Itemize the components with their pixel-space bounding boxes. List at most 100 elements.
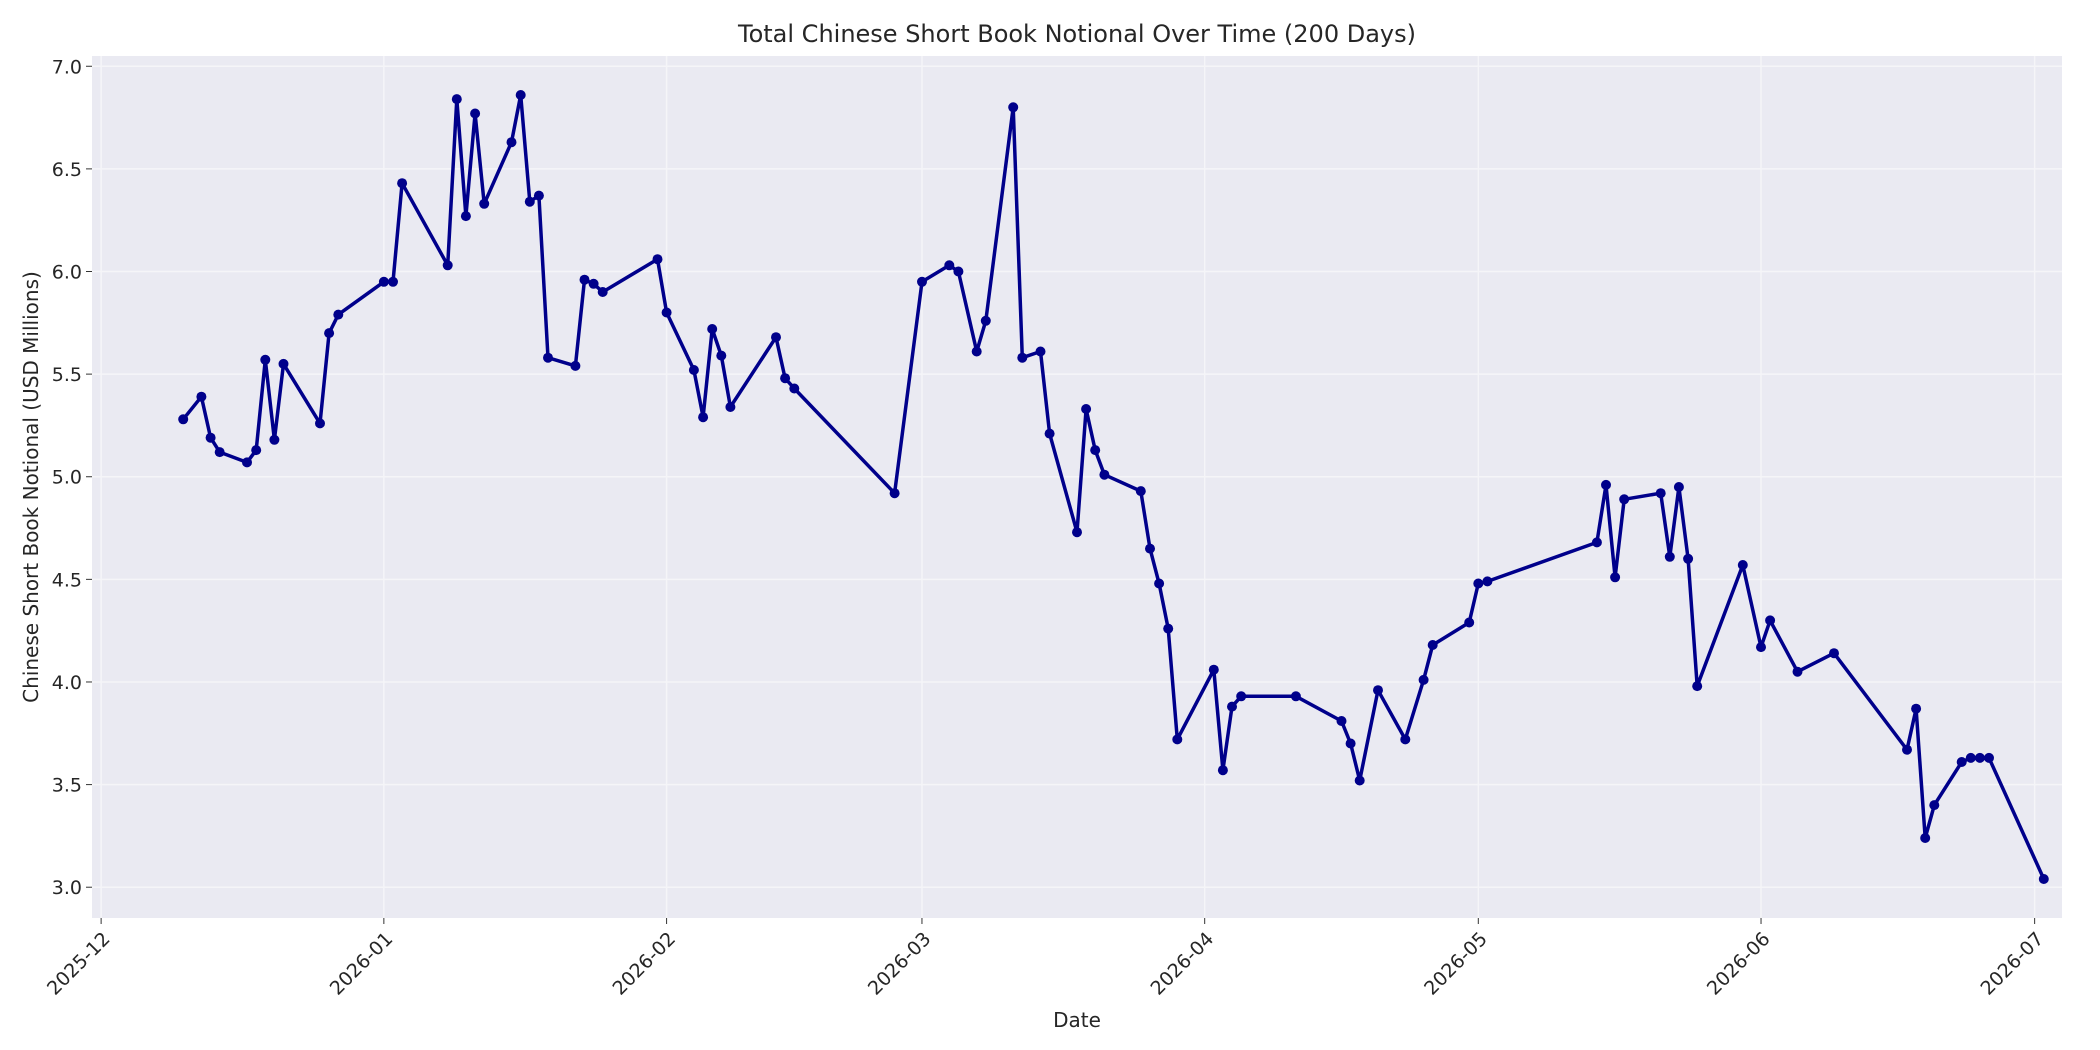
data-point xyxy=(716,350,727,361)
grid xyxy=(92,56,2062,918)
data-point xyxy=(1354,775,1365,786)
data-point xyxy=(1619,494,1630,505)
y-tick-label: 3.0 xyxy=(52,877,82,899)
data-point xyxy=(1673,482,1684,492)
data-point xyxy=(725,402,736,412)
data-point xyxy=(1236,691,1247,702)
data-point xyxy=(953,266,964,277)
data-point xyxy=(1035,346,1046,357)
data-point xyxy=(1208,664,1219,675)
data-point xyxy=(1418,674,1429,685)
y-tick-label: 4.0 xyxy=(52,672,82,694)
data-point xyxy=(1683,553,1694,564)
data-point xyxy=(1655,488,1666,499)
x-tick-label: 2026-04 xyxy=(1147,928,1219,1000)
data-point xyxy=(1099,469,1110,480)
data-point xyxy=(178,414,189,425)
data-point xyxy=(1008,102,1019,113)
data-point xyxy=(397,178,408,189)
data-point xyxy=(980,315,991,326)
data-point xyxy=(1601,479,1611,490)
x-axis: 2025-12 2026-01 2026-02 2026-03 2026-04 2026-… xyxy=(43,918,2048,1000)
data-point xyxy=(1984,752,1994,763)
data-point xyxy=(1692,681,1703,692)
x-axis-label: Date xyxy=(1053,1008,1101,1032)
data-point xyxy=(1829,648,1839,659)
series-markers xyxy=(178,90,2049,884)
data-point xyxy=(543,352,553,363)
data-point xyxy=(1090,445,1101,456)
data-point xyxy=(2038,874,2049,884)
y-axis: 3.0 3.5 4.0 4.5 5.0 5.5 6.0 6.5 7.0 xyxy=(52,56,92,899)
data-point xyxy=(1610,572,1621,583)
data-point xyxy=(470,108,481,119)
data-point xyxy=(205,432,216,443)
chart-title: Total Chinese Short Book Notional Over T… xyxy=(737,20,1416,48)
y-tick-label: 6.0 xyxy=(52,262,82,284)
x-tick-label: 2025-12 xyxy=(43,928,115,1000)
data-point xyxy=(1792,666,1803,677)
y-tick-label: 3.5 xyxy=(52,775,82,797)
data-point xyxy=(698,412,709,423)
data-point xyxy=(1017,352,1028,363)
data-point xyxy=(1473,578,1484,589)
data-point xyxy=(333,309,344,320)
data-point xyxy=(1072,527,1082,538)
data-point xyxy=(1217,765,1228,776)
x-tick-label: 2026-03 xyxy=(864,928,936,1000)
series-line xyxy=(181,93,2046,880)
data-point xyxy=(652,254,663,265)
data-point xyxy=(524,196,535,207)
x-tick-label: 2026-07 xyxy=(1976,928,2048,1000)
data-point xyxy=(917,276,927,287)
data-point xyxy=(260,354,271,365)
data-point xyxy=(1765,615,1776,626)
data-point xyxy=(506,137,517,148)
data-point xyxy=(196,391,207,402)
data-point xyxy=(688,365,699,375)
data-point xyxy=(1591,537,1602,548)
data-point xyxy=(1482,576,1493,587)
data-point xyxy=(1464,617,1475,628)
data-point xyxy=(251,445,262,456)
data-point xyxy=(315,418,325,429)
data-point xyxy=(388,276,398,287)
data-point xyxy=(588,278,599,289)
y-tick-label: 5.0 xyxy=(52,467,82,489)
data-point xyxy=(889,488,900,499)
data-point xyxy=(1227,701,1237,712)
data-point xyxy=(479,198,490,209)
data-point xyxy=(1902,744,1912,755)
data-point xyxy=(278,358,289,369)
data-point xyxy=(579,274,590,285)
x-tick-label: 2026-02 xyxy=(608,928,680,1000)
data-point xyxy=(1290,691,1301,702)
data-point xyxy=(1172,734,1183,745)
x-tick-label: 2026-06 xyxy=(1703,928,1775,1000)
y-tick-label: 4.5 xyxy=(52,569,82,591)
y-tick-label: 7.0 xyxy=(52,56,82,78)
data-point xyxy=(451,94,462,105)
data-point xyxy=(269,434,280,445)
data-point xyxy=(570,360,581,371)
data-point xyxy=(1929,800,1940,811)
plot-background xyxy=(92,56,2062,918)
data-point xyxy=(1163,623,1174,634)
data-point xyxy=(324,328,335,339)
data-point xyxy=(1081,404,1092,414)
data-point xyxy=(1737,560,1748,570)
data-point xyxy=(1664,551,1675,562)
data-point xyxy=(1756,642,1766,653)
x-tick-label: 2026-01 xyxy=(326,928,398,1000)
data-point xyxy=(1920,833,1931,843)
data-point xyxy=(214,447,225,458)
data-point xyxy=(661,307,672,318)
data-point xyxy=(597,287,608,297)
y-tick-label: 6.5 xyxy=(52,159,82,181)
data-point xyxy=(1345,738,1356,749)
data-point xyxy=(1427,640,1438,650)
data-point xyxy=(789,383,800,394)
data-point xyxy=(1145,543,1155,554)
data-point xyxy=(780,373,791,384)
